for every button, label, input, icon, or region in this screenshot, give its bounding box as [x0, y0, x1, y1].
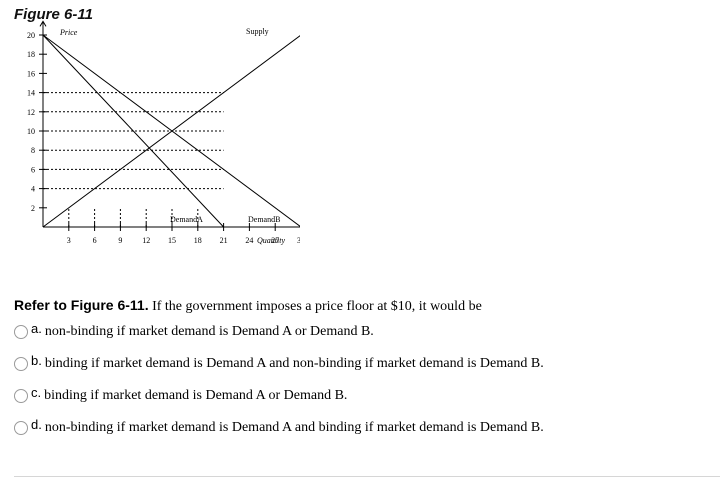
y-tick-label: 8	[31, 146, 35, 155]
radio-button[interactable]	[14, 325, 28, 339]
y-tick-label: 2	[31, 204, 35, 213]
radio-button[interactable]	[14, 421, 28, 435]
y-axis-title: Price	[59, 28, 78, 37]
option-letter: d.	[31, 417, 42, 432]
x-tick-label: 18	[194, 236, 202, 245]
option-text: non-binding if market demand is Demand A…	[44, 324, 374, 339]
supply-label: Supply	[246, 27, 269, 36]
x-tick-label: 27	[271, 236, 279, 245]
chart-labels: 246810121416182036912151821242730SupplyD…	[27, 27, 300, 245]
option-c[interactable]: c. binding if market demand is Demand A …	[14, 385, 544, 418]
radio-button[interactable]	[14, 357, 28, 371]
y-tick-label: 14	[27, 89, 35, 98]
x-tick-label: 6	[93, 236, 97, 245]
dashed-grid	[43, 92, 224, 227]
y-tick-label: 6	[31, 165, 35, 174]
option-letter: b.	[31, 353, 42, 368]
x-axis-title: Quantity	[257, 236, 285, 245]
curves	[42, 34, 300, 228]
y-tick-label: 20	[27, 31, 35, 40]
x-tick-label: 21	[220, 236, 228, 245]
figure-title: Figure 6-11	[14, 6, 93, 23]
x-tick-label: 9	[118, 236, 122, 245]
y-tick-label: 4	[31, 185, 35, 194]
x-tick-label: 3	[67, 236, 71, 245]
option-letter: c.	[31, 385, 42, 400]
x-tick-label: 24	[245, 236, 253, 245]
option-letter: a.	[31, 321, 42, 336]
option-a[interactable]: a. non-binding if market demand is Deman…	[14, 321, 544, 354]
y-axis-arrow	[39, 20, 47, 27]
x-tick-label: 30	[297, 236, 300, 245]
y-tick-label: 16	[27, 69, 35, 78]
demand-a-label: DemandA	[170, 215, 203, 224]
curve-demanda	[42, 34, 224, 228]
axes	[39, 20, 300, 231]
question-reference: Refer to Figure 6-11.	[14, 297, 149, 313]
y-tick-label: 12	[27, 108, 35, 117]
x-tick-label: 15	[168, 236, 176, 245]
y-tick-label: 10	[27, 127, 35, 136]
option-b[interactable]: b. binding if market demand is Demand A …	[14, 353, 544, 386]
supply-demand-chart: 246810121416182036912151821242730SupplyD…	[27, 20, 300, 245]
option-text: binding if market demand is Demand A and…	[44, 356, 544, 371]
curve-demandb	[42, 34, 300, 227]
option-text: non-binding if market demand is Demand A…	[44, 420, 544, 435]
y-tick-label: 18	[27, 50, 35, 59]
divider	[14, 476, 720, 477]
radio-button[interactable]	[14, 389, 28, 403]
option-d[interactable]: d. non-binding if market demand is Deman…	[14, 417, 544, 450]
x-tick-label: 12	[142, 236, 150, 245]
question: Refer to Figure 6-11. If the government …	[14, 297, 482, 315]
answer-options: a. non-binding if market demand is Deman…	[14, 321, 544, 450]
demand-b-label: DemandB	[248, 215, 280, 224]
option-text: binding if market demand is Demand A or …	[44, 388, 348, 403]
question-text: If the government imposes a price floor …	[148, 299, 482, 314]
